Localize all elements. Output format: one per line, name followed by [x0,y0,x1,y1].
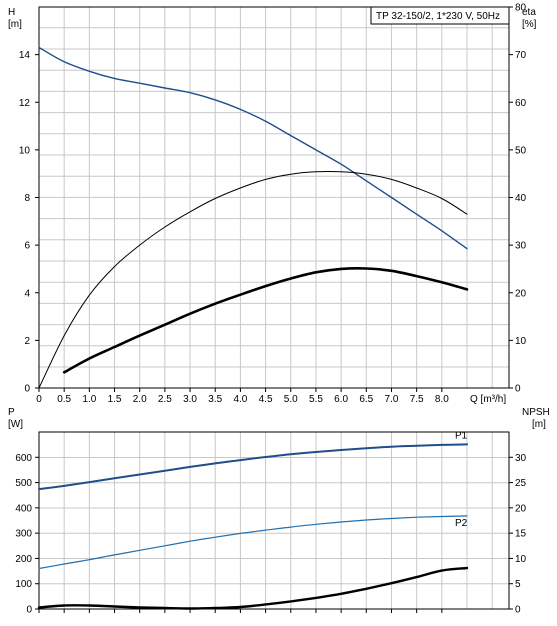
bottom-right-axis-label-line1: NPSH [522,407,550,418]
right-tick-label: 15 [515,529,527,540]
title-box [370,6,510,25]
x-tick-label: 7.0 [385,394,399,405]
right-tick-label: 10 [515,554,527,565]
left-tick-label: 10 [19,145,31,156]
left-tick-label: 0 [26,605,32,616]
right-tick-label: 20 [515,288,527,299]
right-tick-label: 0 [515,384,521,395]
x-tick-label: 4.0 [233,394,247,405]
top-right-axis-label-line2: [%] [522,19,537,30]
x-tick-label: 6.0 [334,394,348,405]
x-tick-label: 7.5 [410,394,424,405]
left-tick-label: 600 [15,453,32,464]
left-tick-label: 400 [15,503,32,514]
series-line-top-1 [38,171,468,389]
x-tick-label: 2.0 [133,394,147,405]
bottom-left-axis-label-line2: [W] [8,419,23,430]
x-tick-label: 1.0 [82,394,96,405]
right-tick-label: 0 [515,605,521,616]
left-tick-label: 300 [15,529,32,540]
right-tick-label: 40 [515,193,527,204]
right-tick-label: 25 [515,478,527,489]
series-line-p2 [38,515,468,570]
top-gridlines [38,7,509,388]
x-axis-label: Q [m³/h] [470,394,506,405]
bottom-plot-frame [38,431,510,610]
right-tick-label: 10 [515,336,527,347]
x-tick-label: 2.5 [158,394,172,405]
left-tick-label: 6 [24,241,30,252]
bottom-gridlines [38,432,509,609]
right-tick-label: 30 [515,241,527,252]
left-tick-label: 12 [19,98,31,109]
x-tick-label: 0.5 [57,394,71,405]
series-line-top-0 [38,46,468,250]
series-line-bot-2 [37,566,469,610]
x-tick-label: 1.5 [108,394,122,405]
right-tick-label: 20 [515,503,527,514]
x-tick-label: 3.5 [208,394,222,405]
top-ticks: 0 2 4 6 8 10 12 14 0 10 20 30 40 50 60 70 80 0 0.5 1.0 1.5 2.… [19,3,527,406]
x-tick-label: 0 [36,394,42,405]
x-tick-label: 5.5 [309,394,323,405]
chart-title: TP 32-150/2, 1*230 V, 50Hz [376,11,500,22]
right-tick-label: 60 [515,98,527,109]
top-left-axis-label-line1: H [8,7,15,18]
bottom-left-axis-label-line1: P [8,407,15,418]
series-label-p1: P1 [455,430,468,441]
left-tick-label: 4 [24,288,30,299]
bottom-right-axis-label-line2: [m] [532,419,546,430]
left-tick-label: 200 [15,554,32,565]
left-tick-label: 2 [24,336,30,347]
x-tick-label: 8.0 [435,394,449,405]
left-tick-label: 500 [15,478,32,489]
x-tick-label: 3.0 [183,394,197,405]
bottom-ticks: 0 100 200 300 400 500 600 0 5 10 15 20 25 30 [15,453,526,616]
right-tick-label: 30 [515,453,527,464]
top-series [38,46,469,389]
x-tick-label: 5.0 [284,394,298,405]
top-panel: 0 2 4 6 8 10 12 14 0 10 20 30 40 50 60 70 80 0 0.5 1.0 1.5 2.… [8,3,537,406]
left-tick-label: 100 [15,579,32,590]
right-tick-label: 5 [515,579,521,590]
left-tick-label: 0 [24,384,30,395]
bottom-panel: 0 100 200 300 400 500 600 0 5 10 15 20 25 30 P1 P2 P [… [8,407,550,616]
series-label-p2: P2 [455,518,468,529]
x-tick-label: 6.5 [359,394,373,405]
top-left-axis-label-line2: [m] [8,19,22,30]
series-line-p1 [38,443,468,491]
right-tick-label: 70 [515,50,527,61]
right-tick-label: 50 [515,145,527,156]
right-tick-label: 80 [515,3,527,14]
left-tick-label: 14 [19,50,31,61]
series-line-top-2 [62,266,469,374]
x-tick-label: 4.5 [259,394,273,405]
top-right-axis-label-line1: eta [522,7,536,18]
bottom-series: P1 P2 [37,430,469,610]
left-tick-label: 8 [24,193,30,204]
